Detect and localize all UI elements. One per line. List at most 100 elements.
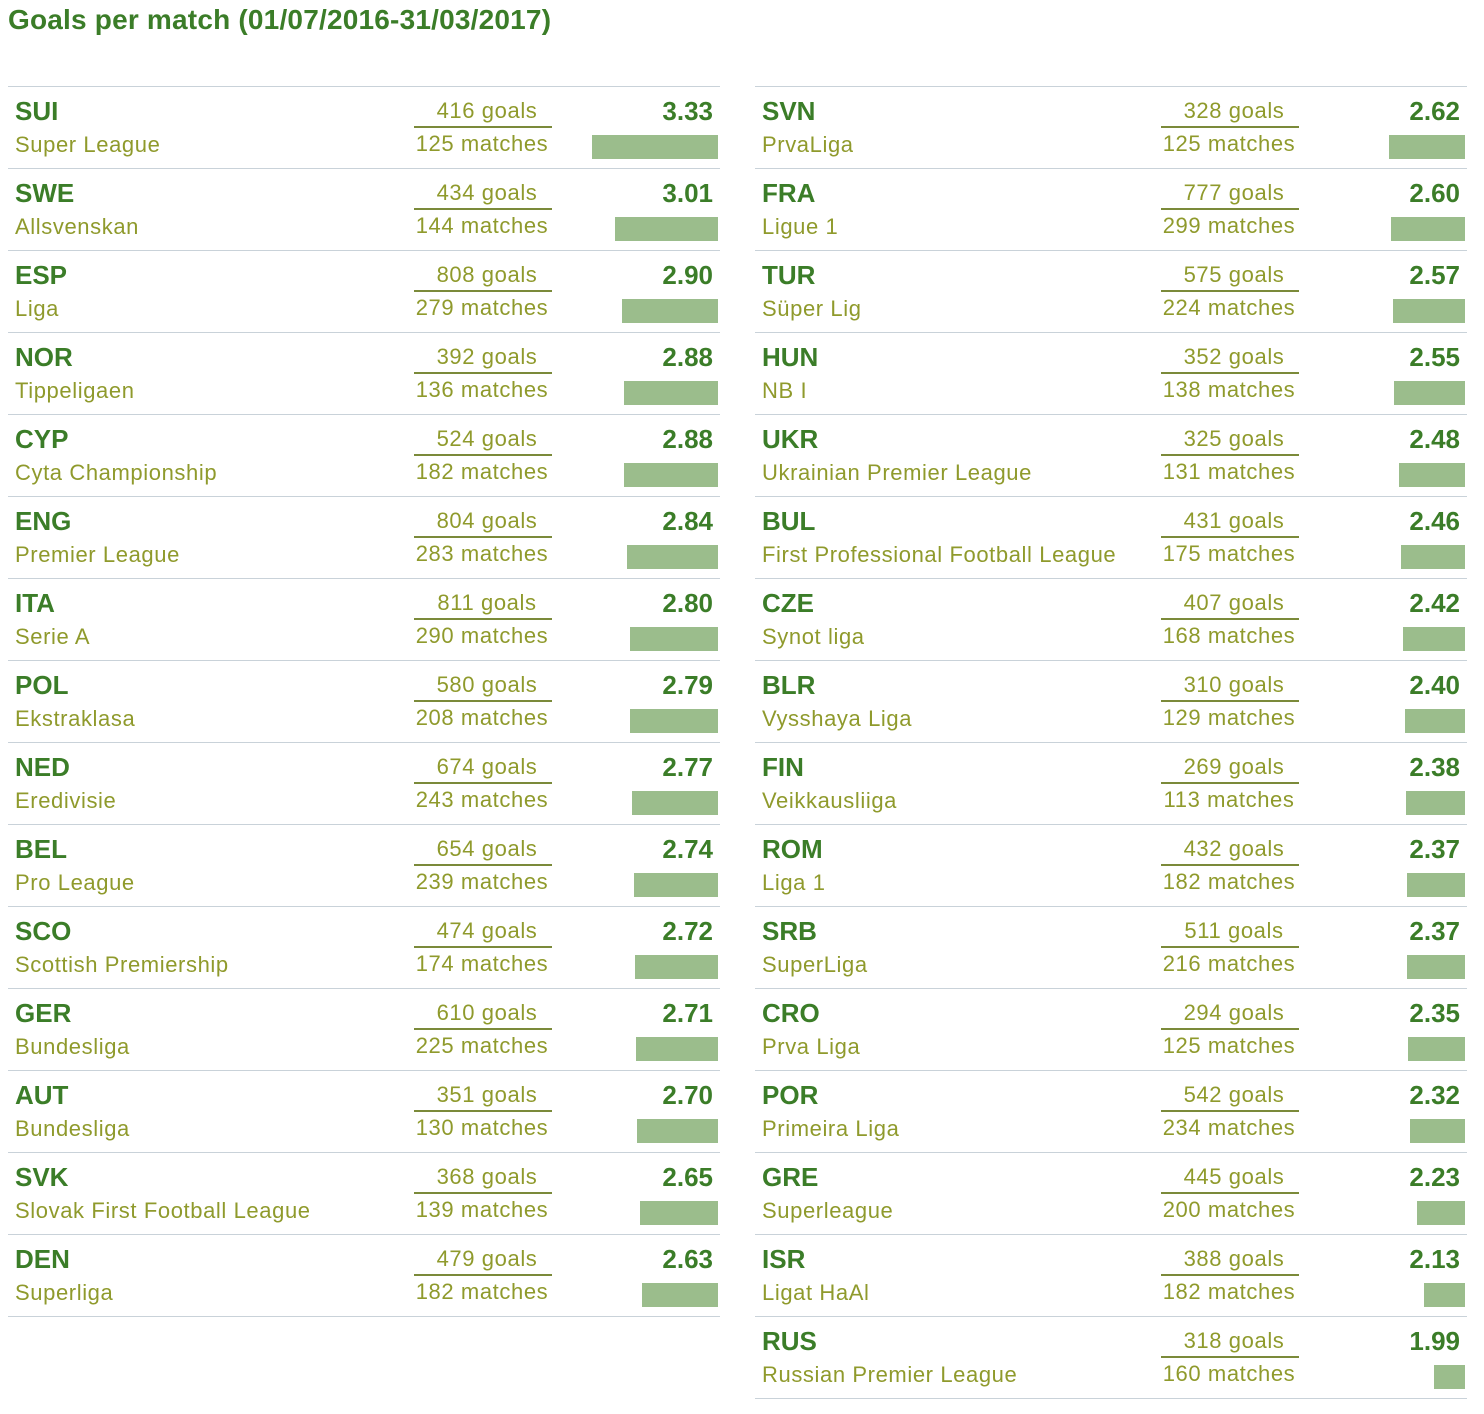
goals-per-match-bar	[1389, 135, 1465, 159]
goals-per-match-bar	[636, 1037, 718, 1061]
goals-per-match: 2.70	[662, 1080, 713, 1110]
goals-count: 674 goals	[436, 754, 538, 779]
goals-per-match: 1.99	[1409, 1326, 1460, 1356]
league-name: Slovak First Football League	[15, 1198, 311, 1223]
fraction-line	[1161, 1274, 1299, 1276]
table-row: FRA Ligue 1 777 goals 299 matches 2.60	[755, 169, 1467, 251]
goals-per-match-bar	[624, 463, 718, 487]
goals-per-match: 2.35	[1409, 998, 1460, 1028]
matches-count: 125 matches	[415, 131, 549, 156]
country-code: TUR	[762, 260, 816, 290]
matches-count: 279 matches	[415, 295, 549, 320]
league-name: Superliga	[15, 1280, 114, 1305]
goals-per-match: 2.46	[1409, 506, 1460, 536]
league-name: NB I	[762, 378, 808, 403]
goals-per-match-bar	[1408, 1037, 1465, 1061]
matches-count: 130 matches	[415, 1115, 549, 1140]
fraction-line	[1161, 126, 1299, 128]
goals-per-match: 2.42	[1409, 588, 1460, 618]
goals-count: 808 goals	[436, 262, 538, 287]
goals-per-match: 2.74	[662, 834, 713, 864]
goals-per-match: 2.55	[1409, 342, 1460, 372]
country-code: CZE	[762, 588, 814, 618]
matches-count: 138 matches	[1162, 377, 1296, 402]
country-code: ISR	[762, 1244, 806, 1274]
fraction-line	[1161, 1356, 1299, 1358]
goals-per-match-bar	[630, 709, 718, 733]
table-row: CRO Prva Liga 294 goals 125 matches 2.35	[755, 989, 1467, 1071]
matches-count: 216 matches	[1162, 951, 1296, 976]
country-code: BUL	[762, 506, 816, 536]
league-name: Vysshaya Liga	[762, 706, 913, 731]
fraction-line	[1161, 864, 1299, 866]
goals-per-match: 2.62	[1409, 96, 1460, 126]
table-row: BUL First Professional Football League 431…	[755, 497, 1467, 579]
goals-count: 269 goals	[1183, 754, 1285, 779]
matches-count: 136 matches	[415, 377, 549, 402]
country-code: FRA	[762, 178, 816, 208]
league-name: Pro League	[15, 870, 135, 895]
goals-per-match: 2.88	[662, 424, 713, 454]
fraction-line	[1161, 946, 1299, 948]
goals-per-match-bar	[1406, 791, 1465, 815]
fraction-line	[1161, 1192, 1299, 1194]
matches-count: 200 matches	[1162, 1197, 1296, 1222]
goals-count: 352 goals	[1183, 344, 1285, 369]
goals-count: 575 goals	[1183, 262, 1285, 287]
fraction-line	[414, 782, 552, 784]
country-code: SRB	[762, 916, 817, 946]
league-table-right: SVN PrvaLiga 328 goals 125 matches 2.62 FRA Li…	[755, 86, 1467, 1399]
matches-count: 290 matches	[415, 623, 549, 648]
goals-per-match-bar	[624, 381, 718, 405]
fraction-line	[414, 290, 552, 292]
matches-count: 125 matches	[1162, 1033, 1296, 1058]
table-row: ROM Liga 1 432 goals 182 matches 2.37	[755, 825, 1467, 907]
fraction-line	[414, 454, 552, 456]
country-code: SUI	[15, 96, 59, 126]
country-code: ESP	[15, 260, 68, 290]
goals-count: 479 goals	[436, 1246, 538, 1271]
table-row: TUR Süper Lig 575 goals 224 matches 2.57	[755, 251, 1467, 333]
league-name: Super League	[15, 132, 161, 157]
fraction-line	[1161, 372, 1299, 374]
table-row: CZE Synot liga 407 goals 168 matches 2.42	[755, 579, 1467, 661]
country-code: ITA	[15, 588, 55, 618]
fraction-line	[1161, 536, 1299, 538]
fraction-line	[414, 1028, 552, 1030]
table-row: SCO Scottish Premiership 474 goals 174 matc…	[8, 907, 720, 989]
country-code: SCO	[15, 916, 72, 946]
country-code: SWE	[15, 178, 75, 208]
goals-per-match-bar	[640, 1201, 718, 1225]
fraction-line	[1161, 1110, 1299, 1112]
goals-per-match: 2.77	[662, 752, 713, 782]
goals-count: 777 goals	[1183, 180, 1285, 205]
table-row: ISR Ligat HaAl 388 goals 182 matches 2.13	[755, 1235, 1467, 1317]
fraction-line	[414, 372, 552, 374]
goals-per-match: 2.13	[1409, 1244, 1460, 1274]
league-name: Serie A	[15, 624, 91, 649]
goals-count: 407 goals	[1183, 590, 1285, 615]
goals-count: 392 goals	[436, 344, 538, 369]
goals-per-match-bar	[635, 955, 718, 979]
goals-count: 654 goals	[436, 836, 538, 861]
goals-per-match: 2.40	[1409, 670, 1460, 700]
country-code: RUS	[762, 1326, 817, 1356]
matches-count: 129 matches	[1162, 705, 1296, 730]
goals-per-match-bar	[615, 217, 718, 241]
goals-count: 432 goals	[1183, 836, 1285, 861]
goals-per-match: 2.65	[662, 1162, 713, 1192]
matches-count: 299 matches	[1162, 213, 1296, 238]
league-name: Primeira Liga	[762, 1116, 900, 1141]
table-row: NOR Tippeligaen 392 goals 136 matches 2.88	[8, 333, 720, 415]
matches-count: 160 matches	[1162, 1361, 1296, 1386]
league-name: Ukrainian Premier League	[762, 460, 1032, 485]
league-name: Cyta Championship	[15, 460, 218, 485]
league-table-left: SUI Super League 416 goals 125 matches 3.33 S…	[8, 86, 720, 1317]
goals-per-match-bar	[637, 1119, 718, 1143]
fraction-line	[414, 618, 552, 620]
goals-count: 524 goals	[436, 426, 538, 451]
goals-per-match: 3.33	[662, 96, 713, 126]
fraction-line	[414, 1192, 552, 1194]
table-row: AUT Bundesliga 351 goals 130 matches 2.70	[8, 1071, 720, 1153]
table-row: FIN Veikkausliiga 269 goals 113 matches 2.38	[755, 743, 1467, 825]
